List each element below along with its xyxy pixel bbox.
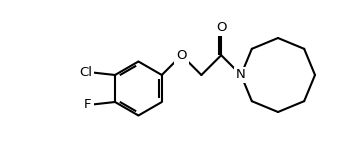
Text: O: O <box>216 21 226 34</box>
Text: O: O <box>176 49 187 62</box>
Text: F: F <box>84 98 92 111</box>
Text: Cl: Cl <box>79 66 92 79</box>
Text: N: N <box>236 69 246 81</box>
